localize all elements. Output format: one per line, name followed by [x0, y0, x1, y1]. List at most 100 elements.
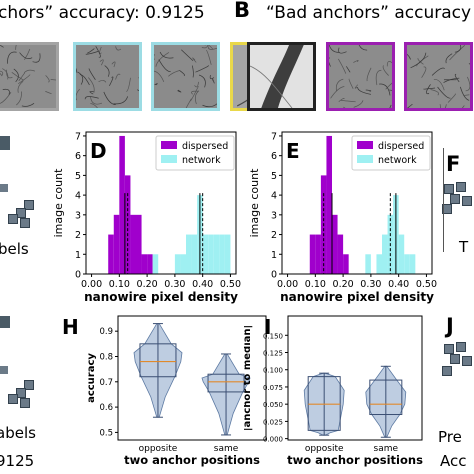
nanowire — [346, 66, 351, 73]
nanowire — [32, 53, 41, 63]
nanowire — [407, 53, 411, 60]
nanowire — [357, 86, 371, 95]
nanowire — [378, 83, 391, 96]
y-axis-label: accuracy — [86, 353, 97, 403]
nanowire — [90, 103, 98, 108]
nanowire — [17, 74, 31, 85]
bar-dispersed — [315, 234, 321, 274]
x-tick-label: 0.20 — [137, 279, 158, 290]
nanowire — [50, 78, 56, 81]
nanowire — [24, 48, 31, 61]
nanowire — [353, 60, 359, 63]
thumbnail-right-1 — [247, 42, 316, 111]
anchor-image-stack — [442, 180, 474, 218]
nanowire — [191, 90, 199, 95]
nanowire — [15, 45, 17, 50]
nanowire — [103, 91, 116, 106]
nanowire — [375, 69, 382, 86]
legend-swatch — [357, 141, 373, 149]
nanowire — [16, 91, 22, 106]
nanowire — [433, 78, 445, 91]
nanowire — [389, 89, 392, 91]
nanowire — [13, 68, 19, 83]
nanowire — [76, 67, 78, 73]
nanowire — [88, 77, 95, 93]
bar-dispersed — [337, 234, 344, 274]
nanowire — [335, 78, 344, 92]
thumbnail-right-2 — [326, 42, 395, 111]
nanowire — [159, 51, 174, 59]
nanowire — [88, 68, 96, 80]
panel-b-title: “Bad anchors” accuracy — [266, 3, 472, 23]
bar-network — [191, 234, 198, 274]
nanowire — [191, 65, 194, 78]
nanowire — [423, 87, 436, 90]
side-label: Acc — [440, 452, 467, 470]
nanowire — [113, 96, 129, 105]
nanowire — [202, 103, 217, 108]
y-axis-label: |anchor to median| — [244, 325, 253, 431]
nanowire — [444, 104, 447, 108]
bar-network — [152, 254, 159, 274]
panel-f-letter: F — [446, 152, 461, 176]
side-label: abels — [0, 424, 36, 442]
nanowire-image-icon — [250, 45, 313, 108]
nanowire — [353, 100, 364, 108]
nanowire — [84, 96, 99, 100]
anchor-image-stack — [6, 380, 36, 410]
x-tick-label: 0.30 — [360, 279, 381, 290]
bar-network — [208, 234, 214, 274]
nanowire — [421, 66, 427, 78]
panel-j-letter: J — [446, 314, 454, 338]
nanowire — [95, 46, 101, 58]
legend-swatch — [357, 155, 373, 163]
bar-dispersed — [343, 254, 349, 274]
x-tick-label: 0.10 — [305, 279, 326, 290]
nanowire — [465, 76, 470, 92]
nanowire — [445, 53, 453, 64]
nanowire — [168, 70, 180, 77]
legend-label: dispersed — [378, 141, 424, 152]
anchor-image-stack — [0, 366, 8, 374]
side-label: T — [459, 238, 469, 256]
bar-network — [398, 234, 405, 274]
nanowire — [250, 65, 293, 108]
y-tick-label: 0.025 — [263, 418, 283, 426]
nanowire — [90, 96, 103, 105]
bar-network — [186, 234, 192, 274]
y-tick-label: 0.8 — [99, 352, 113, 362]
nanowire — [338, 98, 345, 102]
nanowire — [209, 74, 215, 80]
panel-b-letter: B — [234, 0, 251, 22]
nanowire — [181, 49, 194, 62]
y-tick-label: 0.000 — [263, 436, 283, 444]
anchor-image-stack — [0, 316, 10, 328]
nanowire — [204, 45, 214, 50]
y-tick-label: 7 — [75, 131, 81, 142]
bar-network — [180, 254, 186, 274]
nanowire — [338, 58, 347, 74]
category-label: same — [214, 444, 239, 454]
legend-label: network — [182, 155, 221, 166]
panel-a-title: chors” accuracy: 0.9125 — [0, 3, 205, 23]
nanowire — [454, 73, 460, 83]
y-tick-label: 5 — [271, 171, 277, 182]
bar-dispersed — [136, 214, 142, 274]
x-tick-label: 0.40 — [192, 279, 213, 290]
nanowire — [430, 89, 440, 96]
panel-letter: H — [62, 315, 79, 339]
bar-network — [365, 254, 371, 274]
x-tick-label: 0.50 — [416, 279, 437, 290]
nanowire-image-icon — [0, 45, 56, 108]
bar-dispersed — [141, 254, 148, 274]
nanowire — [45, 91, 52, 95]
nanowire — [426, 84, 431, 95]
nanowire — [340, 99, 356, 103]
y-tick-label: 4 — [271, 191, 277, 202]
box — [139, 343, 177, 378]
bar-dispersed — [326, 135, 332, 274]
box — [369, 379, 403, 416]
thumbnail-left-1 — [0, 42, 59, 111]
nanowire — [329, 45, 340, 53]
violin-h: opposite same 0.5 0.6 0.7 0.8 0.9 two anchor po… — [62, 315, 267, 467]
